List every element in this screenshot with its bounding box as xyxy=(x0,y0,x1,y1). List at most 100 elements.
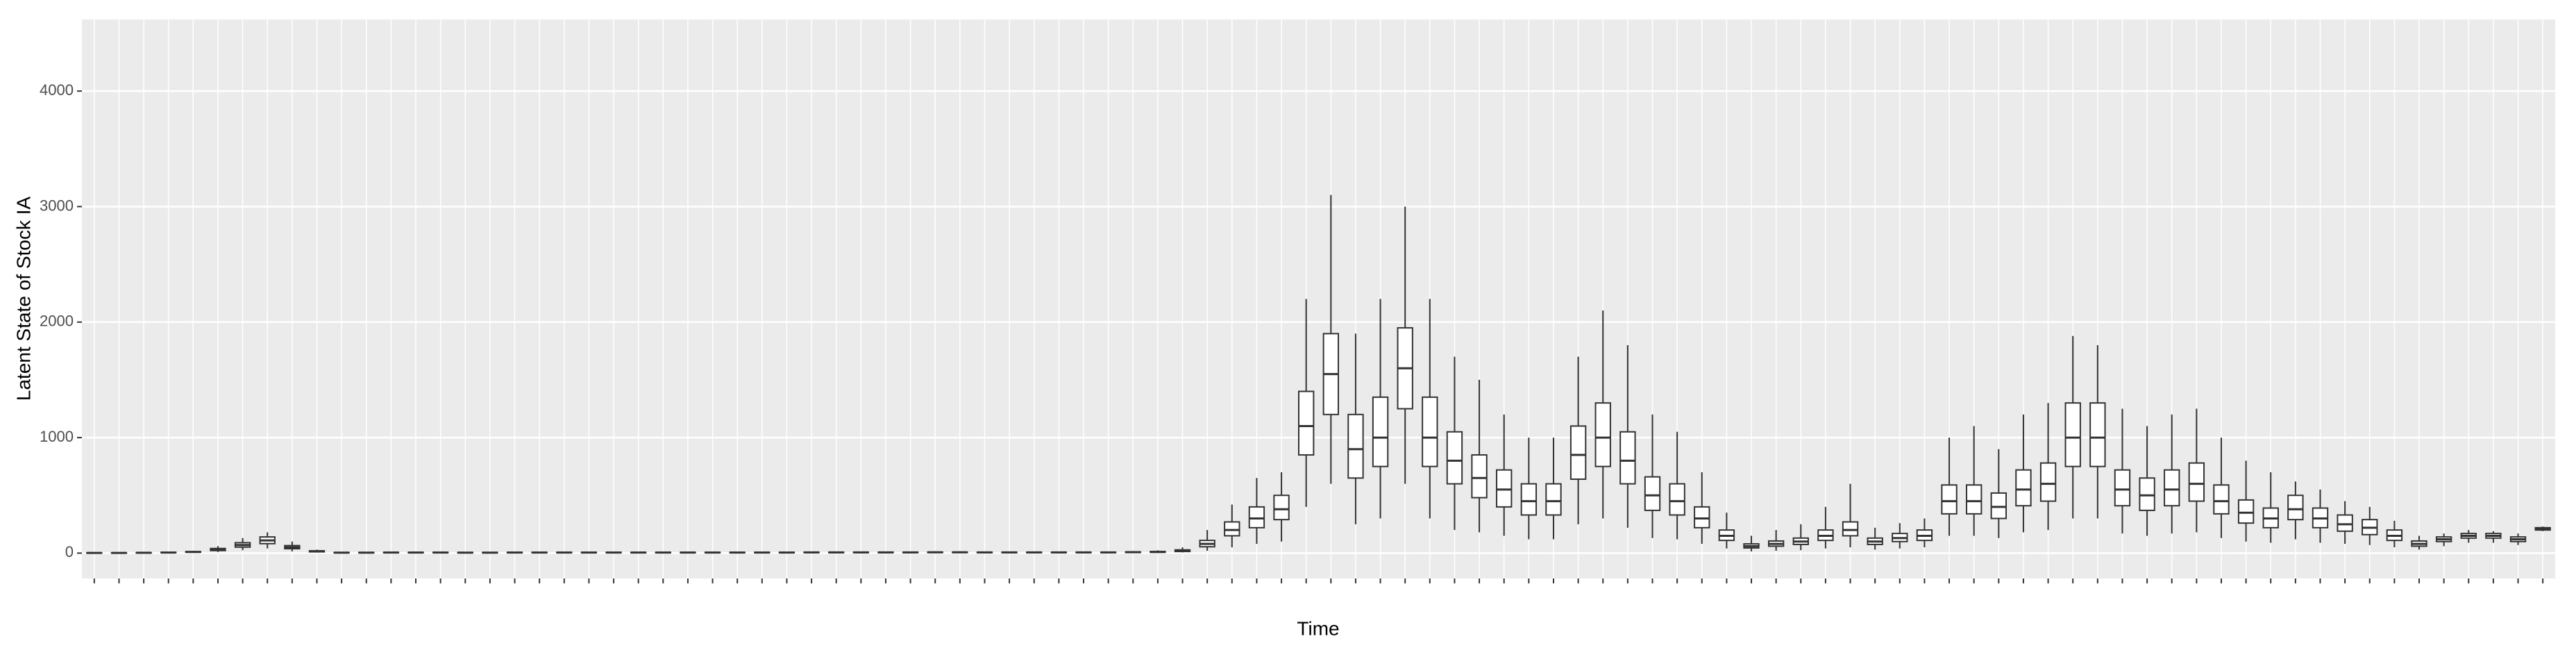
box xyxy=(828,551,845,554)
y-tick-label: 1000 xyxy=(40,428,74,445)
box xyxy=(1050,551,1068,554)
box xyxy=(1422,299,1438,519)
box xyxy=(1446,356,1463,531)
box xyxy=(333,551,350,554)
box xyxy=(2015,414,2032,533)
box xyxy=(457,551,473,554)
box xyxy=(284,541,301,551)
box xyxy=(234,538,251,551)
box-body xyxy=(1569,425,1587,480)
box-body xyxy=(1520,483,1538,516)
box xyxy=(1125,551,1141,554)
box xyxy=(86,551,103,554)
box xyxy=(680,551,696,554)
box xyxy=(1916,518,1933,548)
box-body xyxy=(1273,494,1290,521)
box xyxy=(2188,408,2205,533)
box-body xyxy=(1446,431,1463,485)
y-axis-title: Latent State of Stock IA xyxy=(12,197,34,401)
box xyxy=(2435,533,2452,547)
y-tick-label: 2000 xyxy=(40,313,74,330)
box-body xyxy=(1545,483,1562,516)
box xyxy=(1174,547,1191,553)
box xyxy=(1743,535,1760,551)
box-body xyxy=(1619,431,1636,485)
x-axis-title: Time xyxy=(1297,617,1339,639)
box xyxy=(704,551,721,554)
box xyxy=(1199,530,1215,551)
box xyxy=(1594,310,1611,519)
box xyxy=(2237,460,2255,542)
box-body xyxy=(2287,494,2304,521)
box xyxy=(135,551,152,554)
box-body xyxy=(1669,483,1685,516)
y-tick-label: 0 xyxy=(65,543,74,560)
box xyxy=(1569,356,1587,524)
box-body xyxy=(1248,506,1265,529)
box xyxy=(877,551,894,554)
box xyxy=(531,551,548,554)
box xyxy=(482,551,498,554)
box-body xyxy=(1297,390,1315,456)
box xyxy=(902,551,919,554)
box-body xyxy=(2188,462,2205,502)
box xyxy=(2386,520,2403,548)
box xyxy=(358,551,375,554)
box xyxy=(1669,431,1685,540)
box-body xyxy=(2337,514,2353,532)
box xyxy=(1718,513,1735,549)
box xyxy=(1397,206,1413,484)
y-tick-label: 3000 xyxy=(40,197,74,214)
box xyxy=(2460,530,2477,543)
box-body xyxy=(2064,402,2081,467)
plot-panel xyxy=(82,19,2555,579)
box xyxy=(210,546,226,552)
box xyxy=(1471,379,1488,533)
box xyxy=(2312,489,2329,543)
box xyxy=(1297,299,1315,507)
box-body xyxy=(1224,521,1240,537)
box-body xyxy=(1471,454,1488,499)
box-body xyxy=(1694,506,1710,529)
box xyxy=(2337,501,2353,544)
box xyxy=(1026,551,1043,554)
box xyxy=(778,551,795,554)
box xyxy=(1767,530,1785,551)
box xyxy=(952,551,968,554)
box xyxy=(2362,506,2378,545)
box xyxy=(2039,403,2057,531)
box xyxy=(1842,483,1859,548)
box xyxy=(1867,527,1883,550)
box xyxy=(2164,414,2180,534)
box-body xyxy=(1644,476,1661,511)
box xyxy=(2262,472,2279,543)
box xyxy=(1248,478,1265,544)
box xyxy=(1817,506,1834,549)
box xyxy=(2509,533,2527,545)
box-body xyxy=(1842,521,1859,537)
box xyxy=(1941,438,1958,536)
box xyxy=(407,551,424,554)
box-body xyxy=(1941,484,1958,515)
box xyxy=(2089,345,2106,519)
box xyxy=(1644,414,1661,538)
box xyxy=(1075,551,1092,554)
box xyxy=(630,551,647,554)
box xyxy=(1100,551,1117,554)
box-body xyxy=(2213,484,2230,515)
box-body xyxy=(1990,492,2007,519)
box xyxy=(803,551,820,554)
box xyxy=(655,551,671,554)
box-body xyxy=(2164,469,2180,507)
box xyxy=(1792,524,1809,551)
box-body xyxy=(2015,469,2032,507)
box xyxy=(1694,472,1710,544)
box-body xyxy=(1496,469,1513,508)
box-body xyxy=(2139,477,2155,511)
box xyxy=(160,551,177,554)
box-body xyxy=(1966,484,1982,515)
box xyxy=(1496,414,1513,536)
box xyxy=(1224,504,1240,548)
box xyxy=(580,551,598,554)
box xyxy=(1150,550,1166,554)
